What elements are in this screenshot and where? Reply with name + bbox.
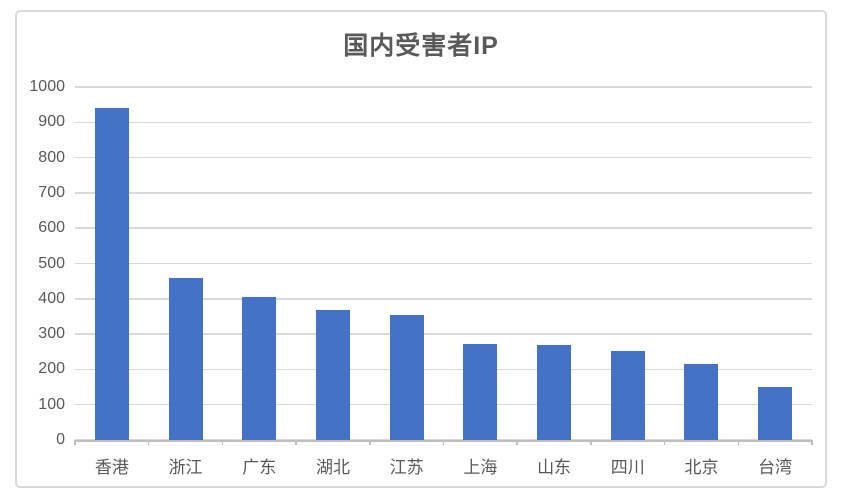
x-axis-label: 香港 xyxy=(94,458,129,477)
y-axis-tick-label: 800 xyxy=(38,148,65,166)
x-axis-label: 湖北 xyxy=(315,458,350,477)
x-axis-tick xyxy=(516,440,518,445)
x-axis: 香港 浙江 广东 湖北 江苏 上海 山东 四川 北京 台湾 xyxy=(75,453,812,478)
bar xyxy=(610,351,645,440)
x-axis-label: 北京 xyxy=(684,458,719,477)
y-axis-tick-label: 0 xyxy=(56,431,65,448)
bar xyxy=(94,108,129,440)
x-axis-label: 台湾 xyxy=(758,458,793,477)
x-axis-tick xyxy=(74,440,76,445)
y-axis: 1000 900 800 700 600 500 400 300 200 100 0 xyxy=(17,12,65,486)
bar xyxy=(537,345,572,440)
x-axis-label: 四川 xyxy=(610,458,645,477)
chart-frame: 国内受害者IP 1000 900 800 700 600 500 400 300 200 100 0… xyxy=(15,10,827,488)
y-gridline xyxy=(75,227,812,229)
y-axis-tick-label: 500 xyxy=(38,254,65,272)
y-gridline xyxy=(75,121,812,124)
bar xyxy=(684,364,719,440)
y-axis-tick-label: 600 xyxy=(38,219,65,237)
y-gridline xyxy=(75,262,812,265)
x-axis-tick xyxy=(811,440,813,445)
y-gridline xyxy=(75,403,812,406)
y-axis-tick-label: 300 xyxy=(38,325,65,343)
x-axis-label: 浙江 xyxy=(168,458,203,477)
y-axis-tick-label: 200 xyxy=(38,360,65,378)
x-axis-label: 广东 xyxy=(242,458,277,477)
chart-title: 国内受害者IP xyxy=(343,32,499,60)
x-axis-label: 上海 xyxy=(463,458,498,477)
bar xyxy=(168,277,203,440)
bar xyxy=(315,310,350,440)
bar xyxy=(389,314,424,440)
x-axis-tick xyxy=(442,440,445,445)
x-axis-tick xyxy=(221,440,224,445)
y-axis-tick-label: 900 xyxy=(38,113,65,131)
y-gridline xyxy=(75,333,812,335)
y-gridline xyxy=(75,192,812,194)
y-gridline xyxy=(75,156,812,159)
bar xyxy=(463,343,498,440)
y-axis-tick-label: 100 xyxy=(38,395,65,413)
y-axis-tick-label: 1000 xyxy=(29,78,65,95)
x-axis-tick xyxy=(147,440,150,445)
y-axis-tick-label: 700 xyxy=(38,183,65,201)
x-axis-tick xyxy=(590,440,592,445)
y-gridline xyxy=(75,368,812,371)
x-axis-tick xyxy=(737,440,740,445)
y-gridline xyxy=(75,86,812,88)
y-axis-tick-label: 400 xyxy=(38,289,65,307)
x-axis-tick xyxy=(295,440,297,445)
plot-area xyxy=(74,86,813,445)
x-axis-tick xyxy=(369,440,371,445)
y-gridline xyxy=(75,298,812,300)
x-axis-tick xyxy=(663,440,666,445)
x-axis-label: 江苏 xyxy=(389,458,424,477)
bar xyxy=(242,297,277,440)
x-axis-label: 山东 xyxy=(537,458,572,477)
bar xyxy=(758,386,793,440)
